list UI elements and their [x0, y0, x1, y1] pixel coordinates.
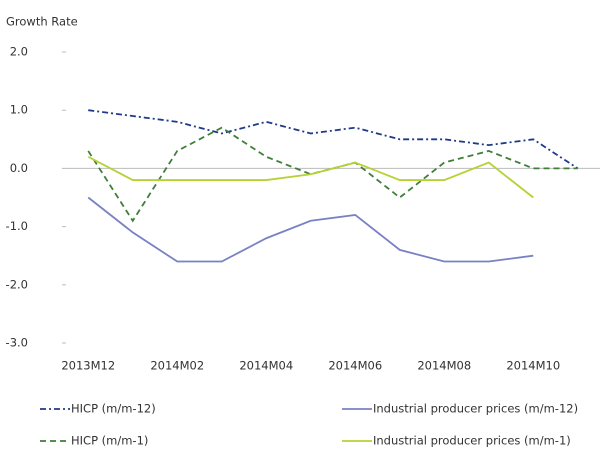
y-tick-label: -3.0 — [6, 336, 28, 350]
legend-label: Industrial producer prices (m/m-1) — [373, 434, 571, 448]
series-line — [87, 196, 534, 263]
x-tick-label: 2014M04 — [239, 359, 293, 373]
x-tick-label: 2014M10 — [506, 359, 560, 373]
y-tick-label: 0.0 — [10, 161, 28, 175]
x-tick-label: 2014M08 — [417, 359, 471, 373]
y-axis-title: Growth Rate — [6, 15, 78, 29]
y-tick-label: -2.0 — [6, 277, 28, 291]
x-tick-label: 2014M02 — [150, 359, 204, 373]
y-tick-label: -1.0 — [6, 219, 28, 233]
y-tick-label: 2.0 — [10, 45, 28, 59]
x-tick-label: 2013M12 — [61, 359, 115, 373]
series-line — [88, 109, 579, 170]
legend-label: HICP (m/m-1) — [71, 434, 148, 448]
y-tick-label: 1.0 — [10, 103, 28, 117]
series-line — [87, 126, 578, 223]
legend-label: Industrial producer prices (m/m-12) — [373, 402, 578, 416]
legend-label: HICP (m/m-12) — [71, 402, 156, 416]
x-tick-label: 2014M06 — [328, 359, 382, 373]
series-line — [87, 155, 534, 199]
